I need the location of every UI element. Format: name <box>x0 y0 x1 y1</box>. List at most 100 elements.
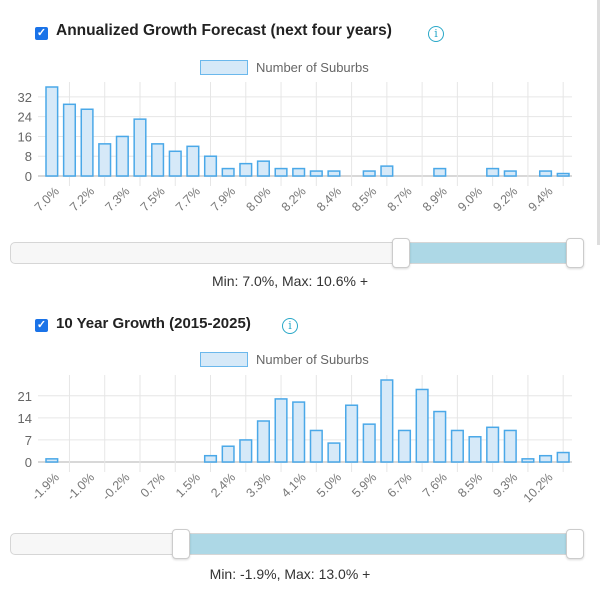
legend-label[interactable]: Number of Suburbs <box>256 60 369 75</box>
x-tick-label: 8.2% <box>279 184 309 214</box>
x-tick-label: 10.2% <box>521 470 556 505</box>
x-tick-label: 7.0% <box>32 184 62 214</box>
histogram-bar[interactable] <box>397 429 412 463</box>
histogram-bar[interactable] <box>80 108 94 177</box>
histogram-bar[interactable] <box>221 445 235 463</box>
slider-range-label-1: Min: 7.0%, Max: 10.6% + <box>211 273 369 289</box>
y-tick-label: 0 <box>25 169 32 184</box>
histogram-bar[interactable] <box>239 162 253 177</box>
histogram-bar[interactable] <box>292 167 306 177</box>
histogram-bar[interactable] <box>168 150 182 177</box>
x-tick-label: -1.0% <box>64 470 97 503</box>
x-tick-label: 8.5% <box>349 184 379 214</box>
y-tick-label: 24 <box>18 110 32 125</box>
x-tick-label: 7.2% <box>67 184 97 214</box>
slider-max-handle-1[interactable] <box>566 238 584 268</box>
histogram-bar[interactable] <box>115 135 129 177</box>
histogram-bar[interactable] <box>45 86 59 177</box>
y-tick-label: 14 <box>18 411 32 426</box>
histogram-bar[interactable] <box>556 172 570 177</box>
x-tick-label: 1.5% <box>173 470 203 500</box>
histogram-bar[interactable] <box>415 388 429 463</box>
range-slider-fill-2 <box>179 534 575 554</box>
histogram-bar[interactable] <box>274 398 288 463</box>
histogram-bar[interactable] <box>309 429 323 463</box>
histogram-bar[interactable] <box>486 426 500 463</box>
section-2-checkbox[interactable]: ✓ <box>35 319 48 332</box>
histogram-bar[interactable] <box>292 401 306 463</box>
x-tick-label: 8.4% <box>314 184 344 214</box>
histogram-bar[interactable] <box>239 439 253 463</box>
legend-label[interactable]: Number of Suburbs <box>256 352 369 367</box>
legend-swatch[interactable] <box>200 60 248 75</box>
histogram-bar[interactable] <box>362 423 376 463</box>
x-tick-label: 0.7% <box>138 470 168 500</box>
x-tick-label: -1.9% <box>29 470 62 503</box>
histogram-bar[interactable] <box>450 429 464 463</box>
histogram-bar[interactable] <box>203 155 218 177</box>
histogram-bar[interactable] <box>327 170 341 177</box>
histogram-bar[interactable] <box>186 145 200 177</box>
x-tick-label: 7.5% <box>138 184 168 214</box>
slider-min-handle-1[interactable] <box>391 238 410 268</box>
checkmark-icon: ✓ <box>36 27 47 39</box>
x-tick-label: 7.6% <box>420 470 450 500</box>
histogram-bar[interactable] <box>256 420 270 463</box>
histogram-bar[interactable] <box>538 454 553 463</box>
slider-range-label-2: Min: -1.9%, Max: 13.0% + <box>209 566 371 582</box>
checkmark-icon: ✓ <box>36 319 47 331</box>
histogram-bar[interactable] <box>98 143 112 177</box>
scrollbar[interactable] <box>597 0 600 245</box>
x-tick-label: 9.3% <box>490 470 520 500</box>
histogram-bar[interactable] <box>433 410 447 463</box>
x-tick-label: 8.0% <box>243 184 273 214</box>
histogram-bar[interactable] <box>274 167 288 177</box>
histogram-bar[interactable] <box>45 458 59 463</box>
histogram-bar[interactable] <box>380 165 394 177</box>
histogram-bar[interactable] <box>133 118 147 177</box>
x-tick-label: 2.4% <box>208 470 238 500</box>
histogram-bar[interactable] <box>256 160 270 177</box>
histogram-bar[interactable] <box>151 143 165 177</box>
section-2-title: 10 Year Growth (2015-2025) <box>56 315 251 332</box>
histogram-chart-10-year: 0 7 14 21 -1.9% -1.0% -0.2% 0.7% 1.5% 2.4% 3.3% 4.1… <box>18 375 572 505</box>
x-tick-label: 5.9% <box>349 470 379 500</box>
histogram-bar[interactable] <box>362 170 376 177</box>
histogram-bar[interactable] <box>203 454 218 463</box>
x-tick-label: 9.0% <box>455 184 485 214</box>
legend-swatch[interactable] <box>200 352 248 367</box>
histogram-bar[interactable] <box>309 170 323 177</box>
histogram-bar[interactable] <box>62 103 77 177</box>
section-1-title: Annualized Growth Forecast (next four ye… <box>56 22 392 39</box>
histogram-bar[interactable] <box>345 404 359 463</box>
x-tick-label: 8.9% <box>420 184 450 214</box>
x-tick-label: 6.7% <box>385 470 415 500</box>
slider-max-handle-2[interactable] <box>566 529 584 559</box>
histogram-bar[interactable] <box>221 167 235 177</box>
histogram-bar[interactable] <box>380 379 394 463</box>
info-icon[interactable]: i <box>282 318 298 334</box>
histogram-bar[interactable] <box>556 451 570 463</box>
x-tick-label: 4.1% <box>279 470 309 500</box>
histogram-bar[interactable] <box>521 458 535 463</box>
x-tick-label: 8.7% <box>385 184 415 214</box>
histogram-bar[interactable] <box>468 436 482 463</box>
x-tick-label: 8.5% <box>455 470 485 500</box>
histogram-bar[interactable] <box>503 170 517 177</box>
x-tick-label: 7.9% <box>208 184 238 214</box>
y-tick-label: 32 <box>18 90 32 105</box>
x-tick-label: 9.2% <box>490 184 520 214</box>
histogram-bar[interactable] <box>486 167 500 177</box>
section-1-checkbox[interactable]: ✓ <box>35 27 48 40</box>
x-tick-label: 7.7% <box>173 184 203 214</box>
histogram-bar[interactable] <box>433 167 447 177</box>
histogram-bar[interactable] <box>327 442 341 463</box>
x-tick-label: -0.2% <box>99 470 132 503</box>
slider-min-handle-2[interactable] <box>171 529 190 559</box>
info-icon[interactable]: i <box>428 26 444 42</box>
x-tick-label: 9.4% <box>526 184 556 214</box>
histogram-bar[interactable] <box>538 170 553 177</box>
histogram-bar[interactable] <box>503 429 517 463</box>
y-tick-label: 21 <box>18 389 32 404</box>
x-tick-label: 5.0% <box>314 470 344 500</box>
